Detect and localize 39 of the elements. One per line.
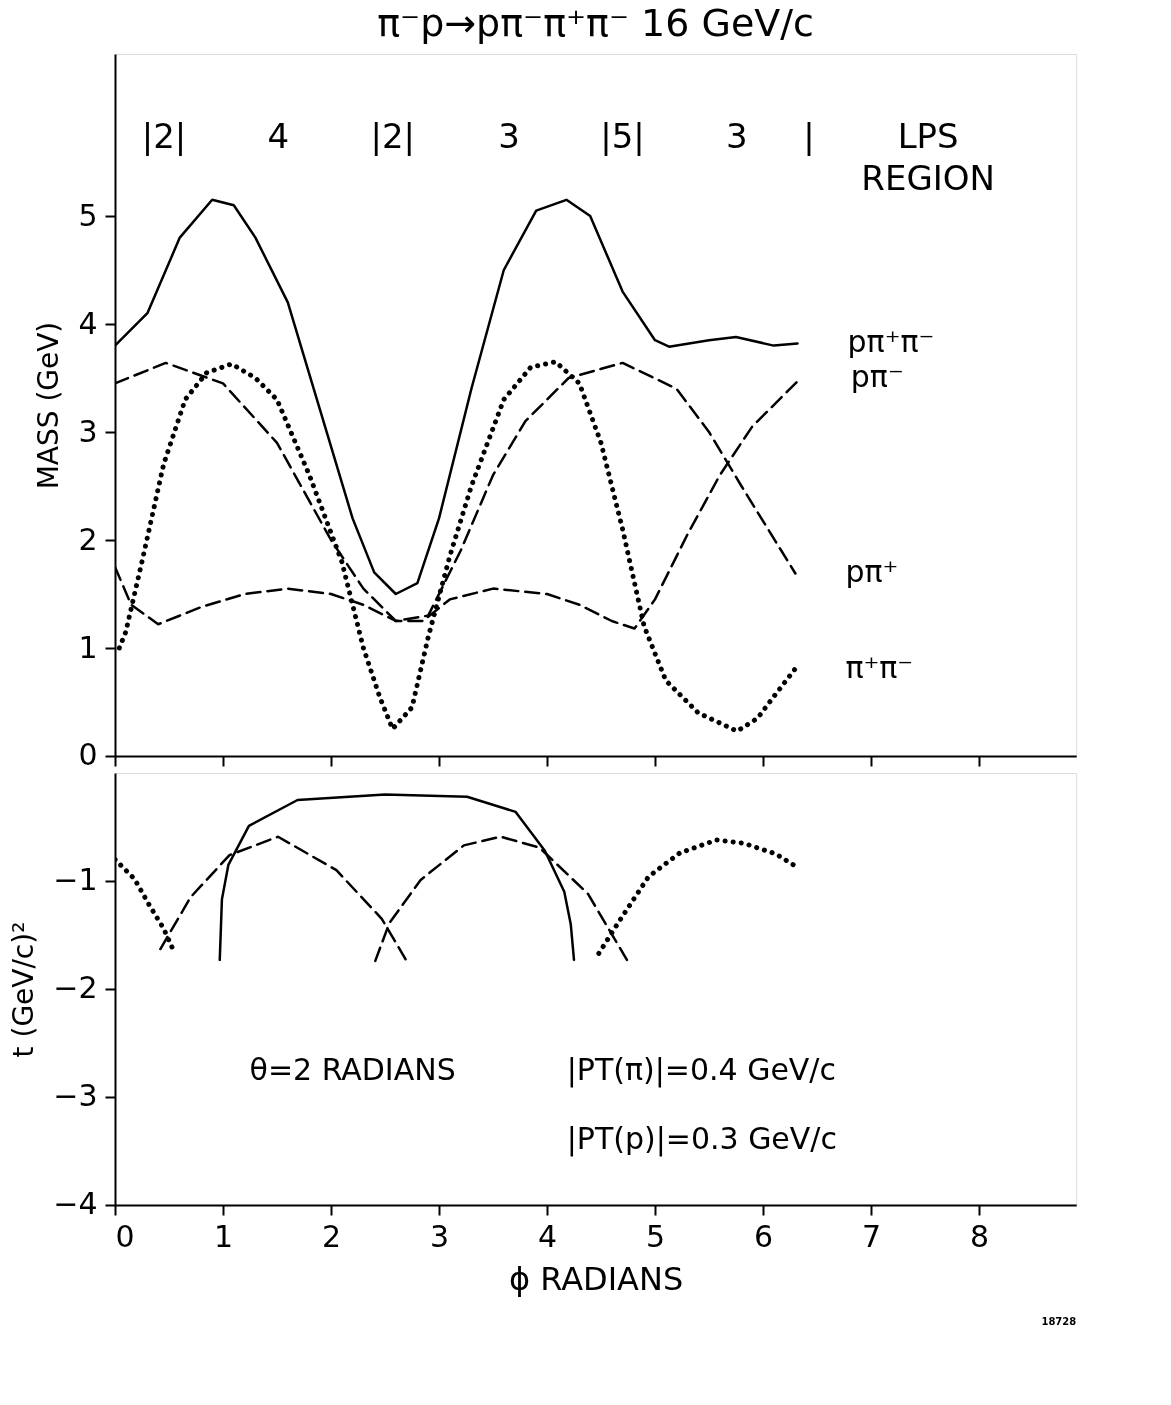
annotation: |PT(p)|=0.3 GeV/c (566, 1121, 837, 1158)
y-tick-label: 3 (78, 413, 98, 449)
x-tick-label: 6 (753, 1219, 774, 1255)
y-tick-label: 0 (78, 737, 98, 773)
y-tick-label: 4 (78, 305, 98, 341)
x-tick-label: 1 (213, 1219, 234, 1255)
x-axis-title: ϕ RADIANS (508, 1260, 684, 1299)
series-label: π⁺π⁻ (845, 649, 914, 685)
annotation: |2| (370, 116, 416, 157)
chart-title: π⁻p→pπ⁻π⁺π⁻ 16 GeV/c (377, 1, 814, 46)
annotation: LPS REGION (861, 116, 995, 199)
y-tick-label: −1 (53, 862, 98, 898)
annotation: 3 (498, 116, 520, 157)
y-axis-title: MASS (GeV) (32, 321, 66, 490)
y-tick-label: −2 (53, 970, 98, 1006)
x-tick-label: 5 (645, 1219, 666, 1255)
x-tick-label: 0 (115, 1219, 135, 1255)
x-tick-label: 4 (537, 1219, 558, 1255)
y-tick-label: −4 (53, 1186, 98, 1222)
y-tick-label: 2 (78, 521, 98, 557)
annotation: |5| (600, 116, 645, 157)
annotation: θ=2 RADIANS (249, 1052, 456, 1088)
annotation: 4 (267, 116, 290, 157)
y-tick-label: 1 (78, 629, 98, 665)
series-label: pπ⁻ (850, 359, 904, 394)
series-label: pπ⁺π⁻ (847, 324, 935, 360)
annotation: | (803, 116, 815, 157)
annotation: |PT(π)|=0.4 GeV/c (566, 1052, 836, 1089)
y-tick-label: 5 (78, 197, 98, 233)
series-label: pπ⁺ (845, 554, 899, 590)
x-tick-label: 8 (969, 1219, 990, 1255)
x-tick-label: 2 (321, 1219, 342, 1255)
annotation: |2| (141, 116, 187, 157)
y-axis-title: t (GeV/c)² (7, 921, 41, 1058)
x-tick-label: 7 (861, 1219, 882, 1255)
y-tick-label: −3 (53, 1078, 98, 1114)
annotation: 3 (726, 116, 748, 157)
x-tick-label: 3 (429, 1219, 450, 1255)
text: 18728 (1041, 1315, 1077, 1327)
